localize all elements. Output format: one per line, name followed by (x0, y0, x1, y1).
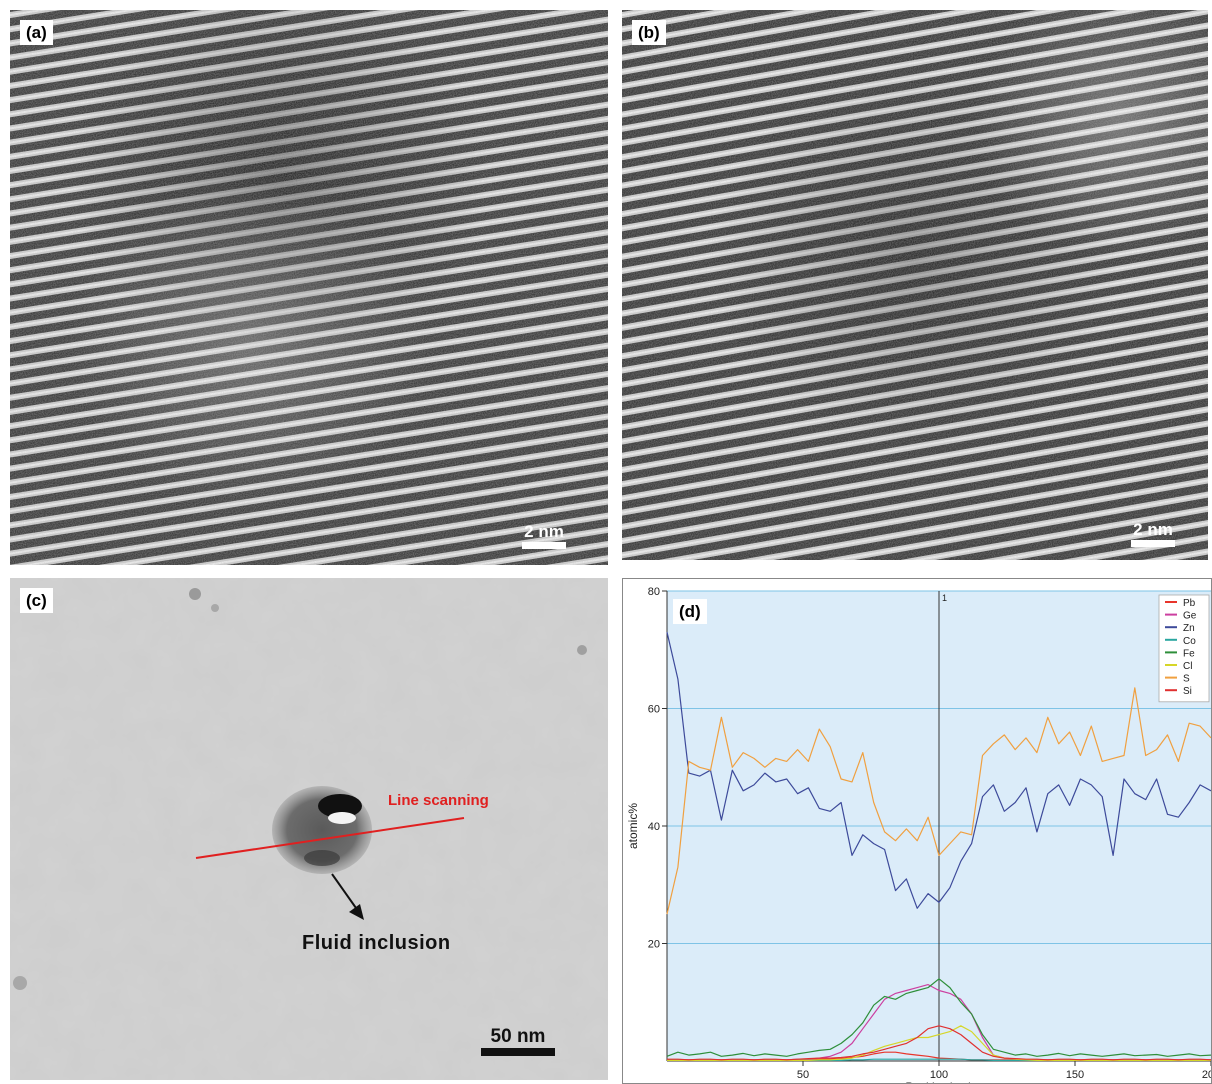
legend-label-ge: Ge (1183, 611, 1197, 622)
tem-image-c (10, 578, 608, 1080)
scale-bar-c: 50 nm (478, 1026, 558, 1056)
fluid-inclusion-arrow-shaft (331, 873, 357, 909)
legend-label-co: Co (1183, 636, 1196, 647)
scale-bar-line-c (481, 1048, 555, 1056)
scale-bar-label-c: 50 nm (490, 1026, 546, 1047)
scale-bar-line-b (1131, 540, 1175, 547)
y-tick-label-60: 60 (648, 704, 660, 716)
fluid-inclusion-arrow-head (349, 904, 364, 920)
scale-bar-a: 2 nm (516, 522, 572, 549)
panel-b-hrtem-image: (b) 2 nm (622, 10, 1208, 560)
legend-label-fe: Fe (1183, 648, 1195, 659)
series-line-cl (667, 1025, 1211, 1061)
line-scanning-path (195, 817, 465, 859)
x-tick-label-100: 100 (930, 1069, 948, 1081)
x-tick-label-200: 200 (1202, 1069, 1211, 1081)
series-line-s (666, 687, 1211, 915)
scale-bar-label-a: 2 nm (524, 522, 564, 541)
x-tick-label-150: 150 (1066, 1069, 1084, 1081)
legend-box (1158, 594, 1210, 703)
scale-bar-label-b: 2 nm (1133, 520, 1173, 539)
lattice-fringe-image-b (622, 10, 1208, 560)
x-tick-label-50: 50 (797, 1069, 809, 1081)
panel-label-c: (c) (20, 588, 53, 613)
y-tick-label-20: 20 (648, 939, 660, 951)
x-axis-label: Position(nm) (905, 1080, 972, 1083)
legend-label-zn: Zn (1183, 623, 1195, 634)
series-line-fe (666, 978, 1211, 1057)
panel-label-a: (a) (20, 20, 53, 45)
y-axis-label: atomic% (626, 803, 640, 849)
lattice-fringe-image-a (10, 10, 608, 565)
panel-d-eds-line-profile: 2040608050100150200Position(nm)atomic%1 … (622, 578, 1212, 1084)
legend-label-si: Si (1183, 686, 1192, 697)
line-scan-chart: 2040608050100150200Position(nm)atomic%1 … (626, 586, 1211, 1083)
scale-bar-b: 2 nm (1122, 520, 1184, 547)
legend-label-pb: Pb (1183, 598, 1196, 609)
fluid-inclusion-label: Fluid inclusion (302, 932, 451, 954)
legend-label-s: S (1183, 674, 1190, 685)
legend-label-cl: Cl (1183, 661, 1192, 672)
panel-label-d: (d) (673, 599, 707, 624)
panel-a-hrtem-image: (a) 2 nm (10, 10, 608, 565)
y-tick-label-40: 40 (648, 821, 660, 833)
series-line-zn (666, 631, 1211, 909)
cursor-label: 1 (942, 593, 947, 603)
series-line-si (667, 1025, 1211, 1061)
line-scanning-label: Line scanning (388, 792, 489, 809)
panel-c-tem-image: (c) Line scanning Fluid inclusion 50 nm (10, 578, 608, 1080)
y-tick-label-80: 80 (648, 586, 660, 598)
panel-label-b: (b) (632, 20, 666, 45)
scale-bar-line-a (522, 542, 566, 549)
